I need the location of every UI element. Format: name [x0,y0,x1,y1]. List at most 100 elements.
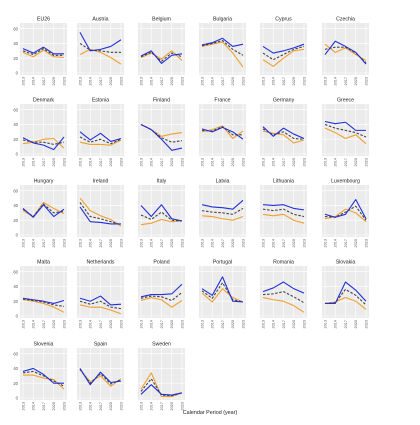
x-tick-label: 2020 [170,320,174,328]
x-tick-label: 2020 [231,77,235,85]
y-tick-label: 40 [13,366,18,371]
series-line-blue [325,281,367,305]
x-tick-label: 2017 [99,402,103,410]
x-tick-label: 2014 [272,158,276,166]
x-tick-label: 2013 [200,320,204,328]
x-tick-label: 2017 [160,320,164,328]
series-line-dashed [22,48,64,56]
x-tick-label: 2020 [354,77,358,85]
x-tick-label: 2020 [354,320,358,328]
panel-ireland: Ireland 2013 2014 2017 2020 2023 [77,179,124,247]
series-line-blue [79,131,122,142]
panel-sweden: Sweden 2013 2014 2017 2020 2023 [138,342,185,410]
x-tick-label: 2017 [221,158,225,166]
panel-title: Italy [157,179,167,185]
series-line-blue [22,367,64,384]
series-line-orange [79,304,122,315]
panel-title: EU26 [37,17,50,23]
panel-malta: Malta 0 20 40 60 2013 2014 2017 2020 2023 [13,260,67,328]
x-tick-label: 2014 [272,239,276,247]
series-line-blue [201,199,244,210]
panel-title: Malta [37,260,50,266]
x-tick-label: 2020 [52,239,56,247]
x-tick-label: 2023 [302,77,306,85]
panel-title: Latvia [216,179,230,185]
x-tick-label: 2020 [52,402,56,410]
panel-bulgaria: Bulgaria 2013 2014 2017 2020 2023 [199,17,246,85]
panel-austria: Austria 2013 2014 2017 2020 2023 [77,17,124,85]
series-line-blue [140,50,183,64]
series-line-dashed [140,291,183,302]
x-tick-label: 2020 [292,77,296,85]
x-tick-label: 2023 [302,239,306,247]
panel-netherlands: Netherlands 2013 2014 2017 2020 2023 [77,260,124,328]
panel-title: Cyprus [275,17,292,23]
series-line-dashed [201,39,244,56]
x-tick-label: 2017 [282,320,286,328]
x-tick-label: 2017 [160,77,164,85]
x-tick-label: 2023 [62,320,66,328]
x-tick-label: 2023 [180,320,184,328]
x-tick-label: 2020 [109,239,113,247]
panel-title: Ireland [93,179,109,185]
x-tick-label: 2017 [160,158,164,166]
x-tick-label: 2017 [42,320,46,328]
x-tick-label: 2014 [32,239,36,247]
x-tick-label: 2017 [344,320,348,328]
series-line-blue [79,32,122,52]
series-line-orange [324,296,367,310]
x-tick-label: 2017 [42,239,46,247]
x-tick-label: 2014 [89,77,93,85]
panel-title: Romania [273,260,294,266]
x-tick-label: 2017 [282,239,286,247]
x-tick-label: 2013 [78,402,82,410]
series-line-orange [79,139,122,146]
series-line-dashed [22,139,65,145]
x-tick-label: 2014 [89,320,93,328]
x-tick-label: 2017 [99,320,103,328]
x-tick-label: 2023 [119,402,123,410]
series-line-blue [262,43,305,54]
series-line-dashed [201,207,244,215]
x-tick-label: 2017 [42,158,46,166]
series-line-orange [79,369,122,387]
x-tick-label: 2020 [109,320,113,328]
panel-spain: Spain 2013 2014 2017 2020 2023 [77,342,124,410]
panel-poland: Poland 2013 2014 2017 2020 2023 [138,260,185,328]
series-line-blue [22,297,65,305]
x-tick-label: 2020 [170,77,174,85]
series-line-blue [79,368,122,386]
x-tick-label: 2017 [99,239,103,247]
series-line-dashed [79,42,121,53]
x-tick-label: 2013 [261,239,265,247]
x-tick-label: 2014 [334,77,338,85]
x-tick-label: 2014 [32,158,36,166]
x-tick-label: 2017 [42,77,46,85]
x-tick-label: 2023 [364,77,368,85]
series-line-dashed [79,300,122,310]
x-tick-label: 2013 [261,158,265,166]
x-tick-label: 2020 [52,77,56,85]
y-tick-label: 60 [13,26,18,31]
x-tick-label: 2017 [221,320,225,328]
series-line-dashed [262,291,305,304]
x-tick-label: 2023 [180,402,184,410]
panel-lithuania: Lithuania 2013 2014 2017 2020 2023 [260,179,307,247]
x-tick-label: 2020 [52,158,56,166]
x-tick-label: 2020 [292,320,296,328]
x-tick-label: 2013 [21,320,25,328]
x-tick-label: 2014 [150,320,154,328]
panel-title: Finland [153,98,170,104]
x-tick-label: 2017 [282,77,286,85]
x-tick-label: 2013 [139,239,143,247]
x-tick-label: 2023 [180,158,184,166]
series-line-dashed [22,298,65,307]
panel-title: Portugal [213,260,232,266]
series-line-orange [201,41,244,68]
y-tick-label: 20 [13,137,18,142]
x-tick-label: 2013 [261,77,265,85]
x-tick-label: 2023 [302,158,306,166]
x-tick-label: 2017 [344,239,348,247]
